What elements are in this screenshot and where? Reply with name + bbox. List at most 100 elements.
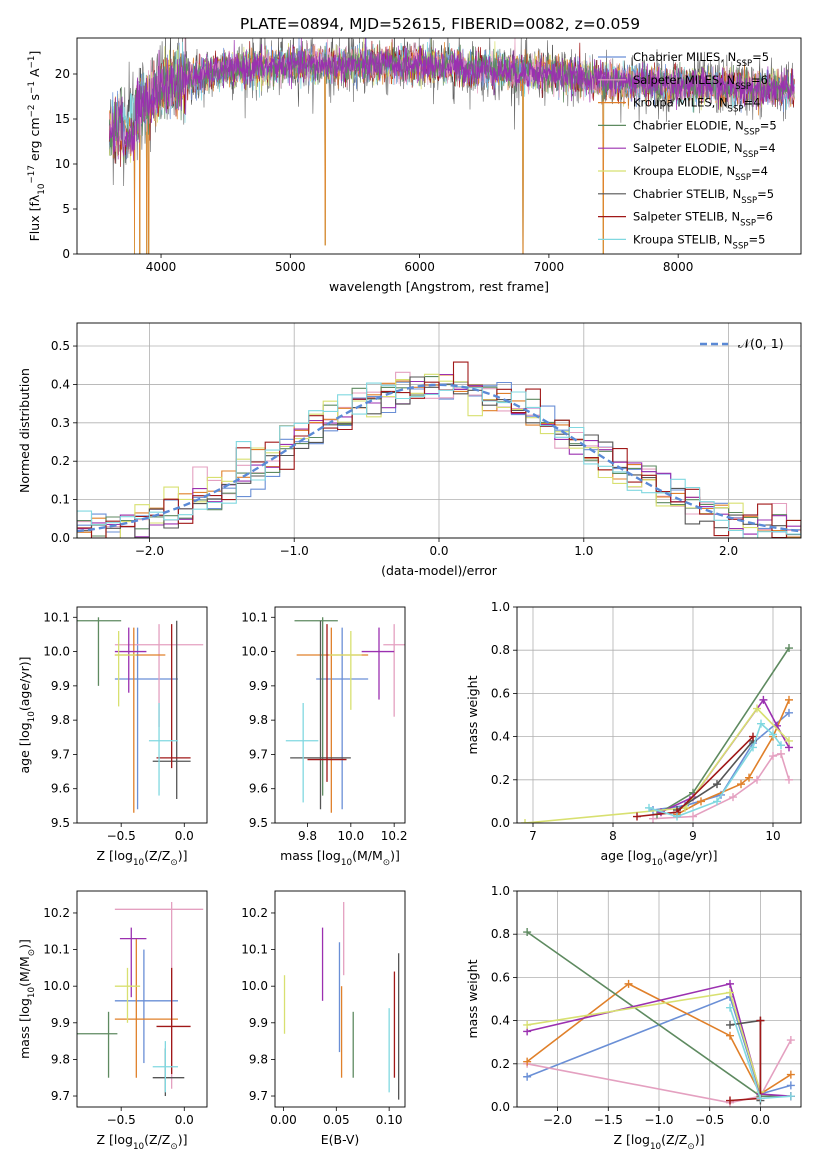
plus-marker xyxy=(786,1036,795,1045)
x-tick-label: 2.0 xyxy=(719,544,738,558)
errorbar-point-0 xyxy=(114,627,178,810)
errorbar-point-3 xyxy=(77,617,122,686)
x-tick-label: 0.10 xyxy=(376,1113,403,1127)
y-tick-label: 9.6 xyxy=(51,782,70,796)
plus-marker xyxy=(749,743,757,752)
label-part: Z [log xyxy=(96,1132,132,1147)
y-tick-label: 0.6 xyxy=(491,970,510,984)
legend-suffix: =6 xyxy=(751,73,768,87)
label-part: 10 xyxy=(650,1142,662,1152)
x-tick-label: 0.05 xyxy=(323,1113,350,1127)
histogram-7 xyxy=(77,361,801,538)
plus-marker xyxy=(777,741,785,750)
x-tick-label: 0.0 xyxy=(751,1113,770,1127)
figure-title: PLATE=0894, MJD=52615, FIBERID=0082, z=0… xyxy=(240,15,640,33)
errorbar-point-0 xyxy=(114,949,178,1064)
y-tick-label: 10.0 xyxy=(241,979,268,993)
x-tick-label: 10.0 xyxy=(337,829,364,843)
plus-marker xyxy=(756,1016,765,1025)
mass-weight-line-5 xyxy=(526,991,762,1093)
plus-marker xyxy=(523,1057,532,1066)
legend-name: Salpeter STELIB, N xyxy=(633,210,740,224)
legend-entry: 𝒩(0, 1) xyxy=(738,336,784,351)
x-tick-label: 4000 xyxy=(146,260,177,274)
label-part: (Z/Z xyxy=(661,1132,687,1147)
axes-frame xyxy=(76,606,208,824)
x-tick-label: −0.5 xyxy=(107,829,136,843)
legend-sub: SSP xyxy=(743,150,759,160)
y-tick-label: 0.0 xyxy=(51,531,70,545)
normal-curve xyxy=(77,383,801,533)
y-tick-label: 0.2 xyxy=(491,773,510,787)
legend-suffix: =5 xyxy=(752,50,769,64)
label-part: −1 xyxy=(27,55,37,68)
plus-marker xyxy=(777,749,785,758)
y-tick-label: 10 xyxy=(55,157,70,171)
errorbar-point-5 xyxy=(329,631,362,710)
legend-sub: SSP xyxy=(744,127,760,137)
plus-marker xyxy=(756,1094,765,1103)
label-part: 10 xyxy=(133,858,145,868)
mass-weight-line-5 xyxy=(524,707,790,823)
plus-marker xyxy=(645,803,653,812)
legend-entry: Salpeter MILES, NSSP=6 xyxy=(633,73,768,92)
label-part: (age/yr)] xyxy=(663,848,718,863)
legend-entry: Salpeter STELIB, NSSP=6 xyxy=(633,210,773,229)
legend-name: Chabrier STELIB, N xyxy=(633,187,741,201)
axes-frame xyxy=(76,322,802,539)
label-part: ⊙ xyxy=(687,1142,694,1152)
plus-marker xyxy=(713,780,721,789)
label-part: ⊙ xyxy=(27,949,37,956)
plus-marker xyxy=(753,775,761,784)
label-part: )] xyxy=(17,939,32,949)
spectrum-line xyxy=(108,38,795,161)
label-part: ] xyxy=(27,51,42,56)
plus-marker xyxy=(785,736,793,745)
label-part: Z [log xyxy=(613,1132,649,1147)
axes-frame xyxy=(516,890,802,1108)
errorbar-point-7 xyxy=(307,624,347,782)
label-part: −17 xyxy=(27,165,37,184)
y-tick-label: 9.5 xyxy=(249,816,268,830)
errorbar-point-8 xyxy=(285,703,319,803)
y-axis-label: Normed distribution xyxy=(17,368,32,493)
plus-marker xyxy=(753,704,761,713)
mass-weight-line-0 xyxy=(526,995,792,1095)
plus-marker xyxy=(737,780,745,789)
plus-marker xyxy=(745,773,753,782)
y-tick-label: 5 xyxy=(62,202,70,216)
legend-sub: SSP xyxy=(728,105,744,115)
legend-entry: Kroupa STELIB, NSSP=5 xyxy=(633,232,765,251)
y-tick-label: 10.0 xyxy=(241,645,268,659)
y-axis-label: mass weight xyxy=(465,959,480,1038)
errorbar-point-2 xyxy=(114,938,178,1078)
label-part: −2 xyxy=(27,104,37,117)
plot-area-residuals xyxy=(77,361,801,538)
legend-name: Salpeter ELODIE, N xyxy=(633,141,743,155)
x-axis-label: (data-model)/error xyxy=(381,563,498,578)
plus-marker xyxy=(649,814,657,823)
label-part: 10 xyxy=(341,858,353,868)
errorbar-point-6 xyxy=(290,620,351,810)
y-tick-label: 10.2 xyxy=(43,906,70,920)
y-tick-label: 10.0 xyxy=(43,979,70,993)
y-tick-label: 0.1 xyxy=(51,493,70,507)
mass-weight-line-4 xyxy=(526,982,791,1097)
x-tick-label: −2.0 xyxy=(543,1113,572,1127)
x-tick-label: −1.0 xyxy=(644,1113,673,1127)
legend-sub: SSP xyxy=(741,196,757,206)
x-tick-label: 10.2 xyxy=(381,829,408,843)
x-tick-label: 8000 xyxy=(663,260,694,274)
y-tick-label: 10.1 xyxy=(241,943,268,957)
legend-suffix: =4 xyxy=(743,96,760,110)
plus-marker xyxy=(749,732,757,741)
legend-name: Kroupa MILES, N xyxy=(633,96,728,110)
label-part: mass [log xyxy=(280,848,341,863)
x-tick-label: 7000 xyxy=(534,260,565,274)
y-tick-label: 1.0 xyxy=(491,600,510,614)
x-tick-label: 6000 xyxy=(404,260,435,274)
x-tick-label: −0.5 xyxy=(695,1113,724,1127)
y-tick-label: 10.1 xyxy=(43,943,70,957)
label-part: 10 xyxy=(27,987,37,999)
